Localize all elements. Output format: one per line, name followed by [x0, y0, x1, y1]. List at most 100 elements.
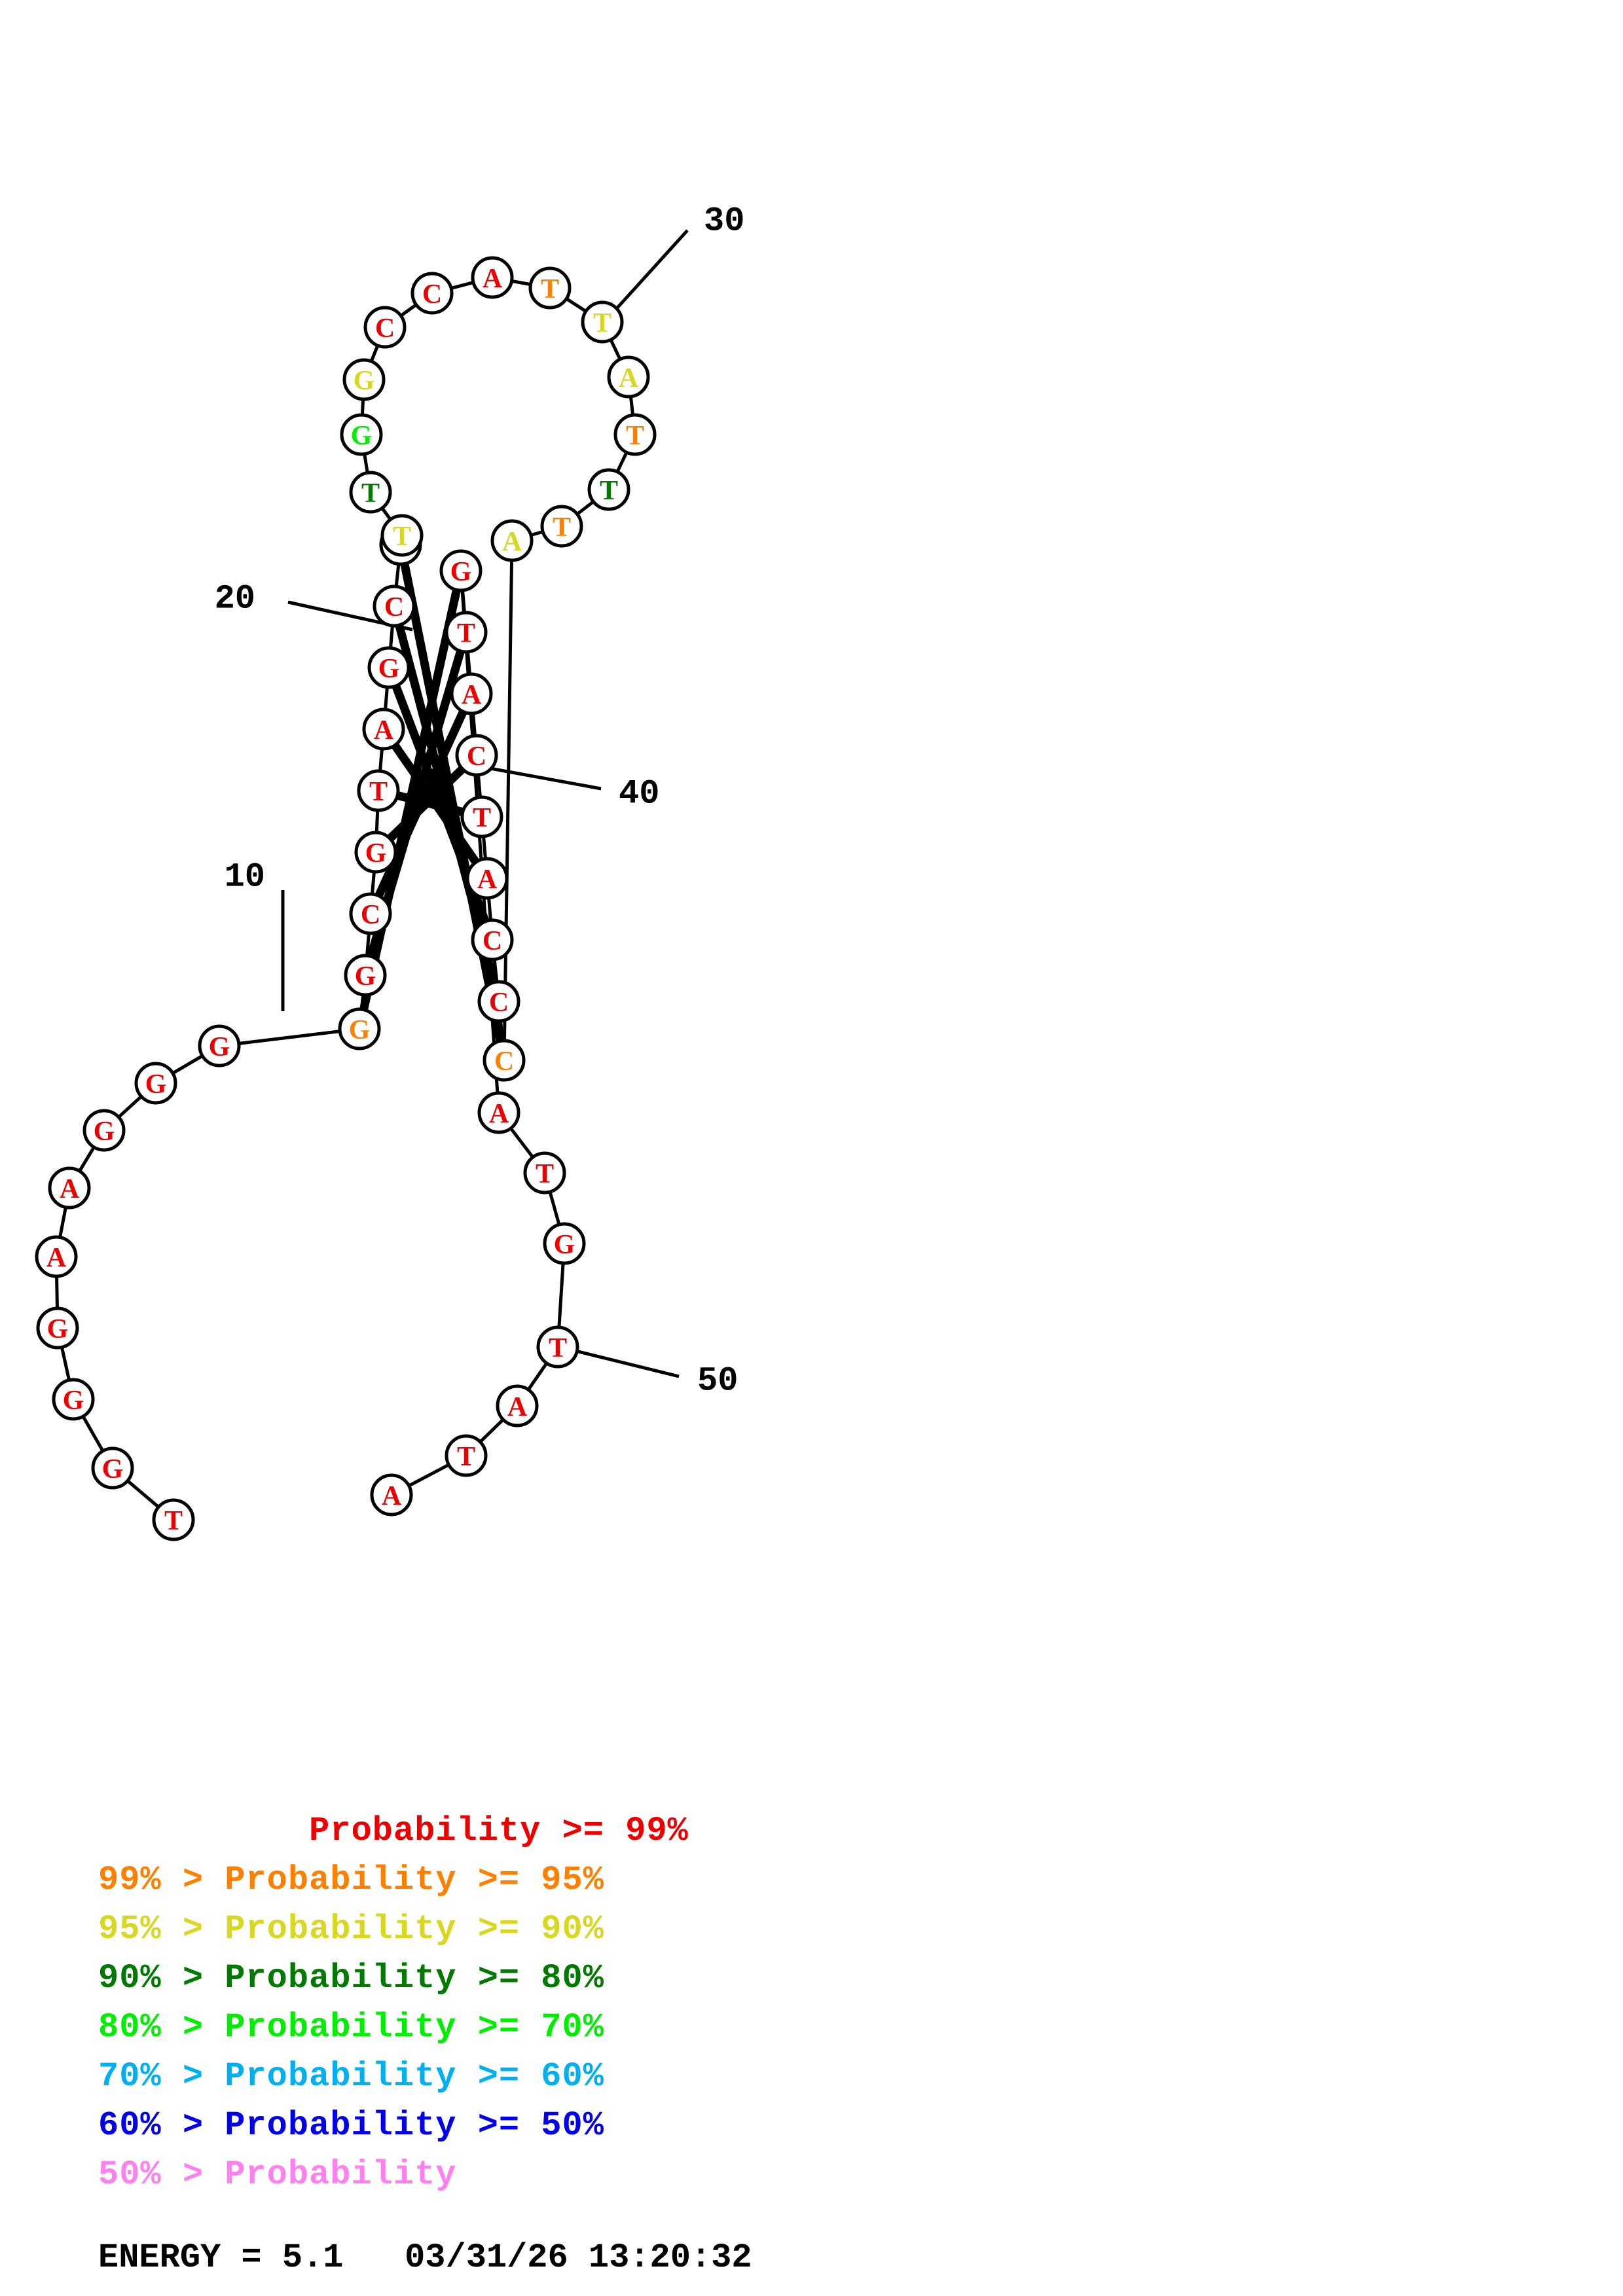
- nucleotide-letter: C: [467, 742, 486, 772]
- position-label: 50: [697, 1362, 738, 1401]
- nucleotide-letter: T: [473, 803, 491, 833]
- nucleotide-circle: [496, 1384, 539, 1427]
- nucleotide-circle: [613, 413, 657, 456]
- nucleotide-circle: [471, 918, 514, 961]
- nucleotide-circle: [490, 519, 534, 562]
- nucleotide-letter: G: [351, 421, 373, 451]
- nucleotide-letter: G: [94, 1117, 115, 1147]
- nucleotide-circle: [465, 857, 509, 900]
- position-label-layer: 10 20 30 40 50: [215, 202, 745, 1401]
- nucleotide-letter: A: [462, 680, 482, 710]
- nucleotide-letter: C: [384, 592, 404, 622]
- nucleotide-circle: [587, 468, 630, 511]
- nucleotide-letter: T: [600, 476, 618, 506]
- nucleotide-circle: [340, 413, 383, 456]
- nucleotide-letter: T: [553, 512, 571, 543]
- nucleotide-letter: T: [457, 1442, 475, 1472]
- nucleotide-circle: [607, 355, 650, 399]
- nucleotide-letter: G: [365, 838, 387, 869]
- nucleotide-circle: [581, 300, 624, 344]
- nucleotide-letter: T: [541, 274, 559, 304]
- nucleotide-letter: A: [619, 363, 639, 393]
- probability-legend: Probability >= 99% 99% > Probability >= …: [0, 1806, 1623, 2282]
- nucleotide-circle: [445, 1434, 488, 1477]
- nucleotide-letter: C: [375, 314, 395, 344]
- nucleotide-circle: [439, 549, 483, 592]
- nucleotide-circle: [380, 514, 424, 557]
- nucleotide-letter: A: [374, 715, 394, 745]
- position-leader-line: [559, 1345, 680, 1378]
- nucleotide-circle: [48, 1166, 91, 1210]
- nucleotide-circle: [338, 1007, 381, 1050]
- nucleotide-letter: T: [164, 1506, 183, 1536]
- legend-row-2: 95% > Probability >= 90%: [98, 1910, 604, 1948]
- nucleotide-letter: G: [145, 1069, 167, 1100]
- nucleotide-circle: [543, 1222, 586, 1265]
- nucleotide-circle: [362, 708, 405, 751]
- nucleotide-letter: C: [361, 900, 380, 930]
- nucleotide-letter: G: [47, 1314, 69, 1344]
- nucleotide-letter: A: [60, 1174, 80, 1204]
- nucleotide-circle: [349, 892, 392, 935]
- nucleotide-letter: T: [369, 777, 388, 807]
- position-leader-layer: [281, 229, 689, 1378]
- nucleotide-circle: [460, 795, 503, 838]
- nucleotide-circle: [349, 471, 392, 514]
- nucleotide-circle: [52, 1378, 95, 1421]
- legend-row-4: 80% > Probability >= 70%: [98, 2008, 604, 2047]
- nucleotide-circle: [450, 672, 493, 715]
- nucleotide-letter: G: [354, 366, 375, 396]
- nucleotide-letter: G: [349, 1015, 371, 1045]
- nucleotide-circle: [370, 1473, 413, 1516]
- nucleotide-circle: [477, 980, 520, 1023]
- nucleotide-letter: G: [355, 961, 376, 992]
- position-label: 40: [619, 775, 659, 814]
- position-label: 10: [225, 858, 265, 897]
- nucleotide-letter: G: [450, 557, 472, 587]
- nucleotide-letter: A: [382, 1481, 402, 1511]
- legend-row-0: Probability >= 99%: [98, 1812, 689, 1850]
- position-leader-line: [483, 765, 602, 791]
- nucleotide-letter: G: [378, 654, 400, 684]
- position-label: 30: [704, 202, 744, 241]
- nucleotide-circle: [354, 831, 397, 874]
- position-leader-line: [604, 229, 689, 322]
- legend-row-3: 90% > Probability >= 80%: [98, 1959, 604, 1998]
- nucleotide-letter: A: [477, 865, 498, 895]
- nucleotide-circle: [445, 611, 488, 654]
- position-label: 20: [215, 580, 255, 619]
- nucleotide-letter: T: [626, 421, 644, 451]
- nucleotide-circle: [152, 1498, 195, 1541]
- backbone-layer: [55, 279, 635, 1509]
- nucleotide-circle: [471, 256, 514, 299]
- nucleotide-circle: [536, 1325, 579, 1369]
- nucleotide-letter: C: [483, 926, 502, 956]
- nucleotide-letter: T: [393, 522, 411, 552]
- nucleotide-letter: G: [209, 1032, 230, 1062]
- nucleotide-circle: [198, 1024, 241, 1067]
- nucleotide-letter: A: [507, 1392, 528, 1422]
- nucleotide-circle: [483, 1039, 526, 1082]
- nucleotide-layer: TGGGAAGGGGGCGTAGCTTTGGCCATTATTTACCCATCAT…: [35, 256, 657, 1541]
- nucleotide-letter: A: [502, 527, 522, 557]
- nucleotide-letter: T: [549, 1333, 567, 1363]
- nucleotide-circle: [363, 306, 407, 349]
- legend-row-6: 60% > Probability >= 50%: [98, 2106, 604, 2145]
- nucleotide-letter: G: [102, 1454, 124, 1484]
- nucleotide-letter: G: [63, 1386, 84, 1416]
- nucleotide-circle: [134, 1062, 177, 1105]
- nucleotide-circle: [91, 1446, 134, 1490]
- legend-row-5: 70% > Probability >= 60%: [98, 2057, 604, 2096]
- nucleotide-letter: T: [593, 308, 611, 338]
- nucleotide-circle: [344, 954, 387, 997]
- nucleotide-circle: [410, 272, 454, 315]
- nucleotide-letter: G: [554, 1230, 575, 1260]
- legend-row-1: 99% > Probability >= 95%: [98, 1861, 604, 1899]
- nucleotide-letter: C: [489, 988, 509, 1018]
- energy-line: ENERGY = 5.1 03/31/26 13:20:32: [98, 2238, 752, 2277]
- nucleotide-circle: [523, 1151, 566, 1194]
- nucleotide-letter: T: [457, 619, 475, 649]
- nucleotide-circle: [540, 505, 583, 548]
- nucleotide-letter: A: [46, 1243, 67, 1273]
